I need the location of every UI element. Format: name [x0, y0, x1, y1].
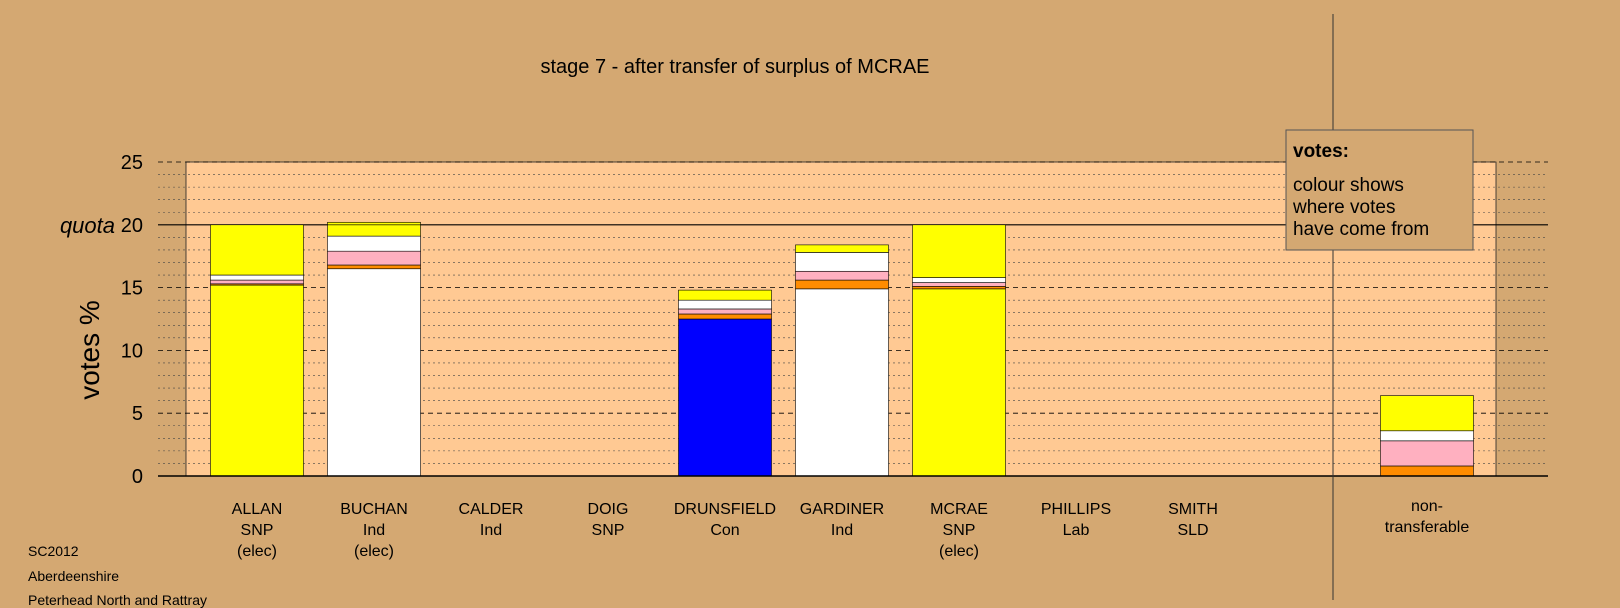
bar-segment [795, 270, 889, 281]
bar-segment [327, 250, 421, 266]
y-tick-label: 5 [132, 403, 143, 425]
legend-line-1: colour shows [1293, 175, 1404, 196]
legend-box: votes: colour shows where votes have com… [1285, 129, 1474, 251]
footer-ward: Peterhead North and Rattray [28, 592, 207, 608]
bar-segment [912, 224, 1006, 278]
chart-title: stage 7 - after transfer of surplus of M… [540, 56, 929, 78]
bar-segment [1380, 440, 1474, 467]
x-category-label: SLD [1177, 522, 1208, 539]
bar-segment [1380, 430, 1474, 442]
legend-line-2: where votes [1292, 197, 1395, 218]
bar-segment [1380, 395, 1474, 432]
bar-segment [210, 274, 304, 281]
x-category-label: Ind [480, 522, 502, 539]
x-category-label: (elec) [939, 543, 979, 560]
bar-segment [210, 224, 304, 276]
x-category-label: DOIG [588, 501, 629, 518]
bar-segment [912, 277, 1006, 283]
y-tick-label: 20 [121, 215, 143, 237]
bar-segment [1380, 465, 1474, 477]
x-category-label: CALDER [459, 501, 524, 518]
bar-segment [327, 221, 421, 226]
x-category-label: Con [710, 522, 739, 539]
x-category-label: PHILLIPS [1041, 501, 1111, 518]
bar-segment [210, 279, 304, 285]
x-category-label: MCRAE [930, 501, 988, 518]
footer-council: Aberdeenshire [28, 568, 120, 584]
quota-label: quota [60, 213, 115, 238]
bar-segment [795, 244, 889, 253]
legend-frame [1285, 129, 1474, 251]
x-category-label: transferable [1385, 519, 1470, 536]
x-category-label: Ind [831, 522, 853, 539]
y-axis-label: votes % [74, 300, 105, 400]
x-category-label: SNP [943, 522, 976, 539]
x-category-label: (elec) [237, 543, 277, 560]
bar-segment [327, 224, 421, 237]
x-category-label: non- [1411, 498, 1443, 515]
x-category-label: GARDINER [800, 501, 884, 518]
bar-segment [795, 252, 889, 272]
x-category-label: Ind [363, 522, 385, 539]
bar-segment [678, 308, 772, 315]
y-tick-label: 15 [121, 278, 143, 300]
x-category-label: SNP [592, 522, 625, 539]
y-tick-label: 0 [132, 466, 143, 488]
x-category-label: BUCHAN [340, 501, 408, 518]
x-category-label: DRUNSFIELD [674, 501, 776, 518]
footer-election: SC2012 [28, 543, 79, 559]
bar-segment [912, 282, 1006, 287]
x-category-label: SMITH [1168, 501, 1218, 518]
x-category-label: ALLAN [232, 501, 283, 518]
y-tick-label: 25 [121, 152, 143, 174]
bar-segment [327, 264, 421, 270]
bar-segment [678, 289, 772, 301]
legend-line-3: have come from [1293, 219, 1429, 240]
bar-segment [678, 313, 772, 320]
bar-segment [210, 284, 304, 477]
bar-segment [678, 299, 772, 310]
bar-segment [795, 288, 889, 477]
x-category-label: Lab [1063, 522, 1090, 539]
x-category-label: (elec) [354, 543, 394, 560]
bar-segment [327, 235, 421, 252]
y-tick-label: 10 [121, 340, 143, 362]
bar-segment [912, 286, 1006, 290]
bar-segment [678, 318, 772, 477]
bar-segment [327, 268, 421, 477]
x-category-label: SNP [241, 522, 274, 539]
legend-title: votes: [1293, 141, 1349, 162]
bar-segment [912, 288, 1006, 477]
bar-segment [795, 279, 889, 290]
